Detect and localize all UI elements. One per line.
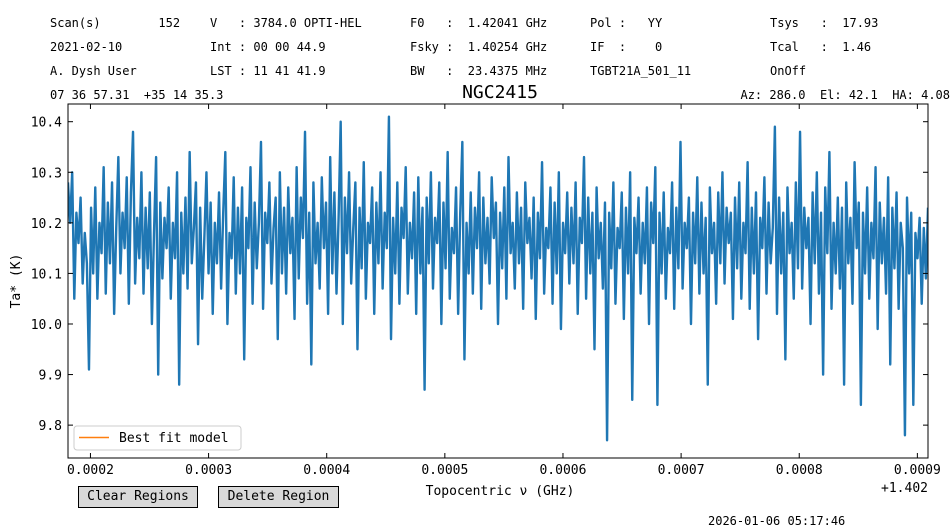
header-integration: Int : 00 00 44.9 xyxy=(210,40,326,54)
y-axis-label: Ta* (K) xyxy=(9,254,24,309)
y-tick-label-2: 10.0 xyxy=(31,318,62,333)
legend-box xyxy=(73,425,242,451)
header-coordinates: 07 36 57.31 +35 14 35.3 xyxy=(50,88,224,102)
chart-title: NGC2415 xyxy=(462,82,538,103)
delete-region-button[interactable]: Delete Region xyxy=(218,486,339,508)
y-tick-label-4: 10.2 xyxy=(31,217,62,232)
header-project: TGBT21A_501_11 xyxy=(590,64,692,78)
y-tick-label-3: 10.1 xyxy=(31,267,62,282)
y-tick-label-1: 9.9 xyxy=(39,369,62,384)
x-axis-label: Topocentric ν (GHz) xyxy=(426,484,575,499)
y-tick-label-6: 10.4 xyxy=(31,116,62,131)
x-tick-label-2: 0.0004 xyxy=(303,463,350,478)
header-velocity: V : 3784.0 OPTI-HEL xyxy=(210,16,362,30)
header-tsys: Tsys : 17.93 xyxy=(770,16,879,30)
header-sky-freq: Fsky : 1.40254 GHz xyxy=(410,40,548,54)
x-tick-label-7: 0.0009 xyxy=(894,463,941,478)
header-tcal: Tcal : 1.46 xyxy=(770,40,872,54)
header-azel: Az: 286.0 El: 42.1 HA: 4.08 xyxy=(740,88,950,102)
plot-frame xyxy=(67,103,929,459)
y-tick-label-0: 9.8 xyxy=(39,419,62,434)
header-observer: A. Dysh User xyxy=(50,64,137,78)
x-tick-label-5: 0.0007 xyxy=(658,463,705,478)
header-rest-freq: F0 : 1.42041 GHz xyxy=(410,16,548,30)
y-tick-label-5: 10.3 xyxy=(31,166,62,181)
header-scan: Scan(s) 152 xyxy=(50,16,181,30)
header-bandwidth: BW : 23.4375 MHz xyxy=(410,64,548,78)
header-polarization: Pol : YY xyxy=(590,16,663,30)
x-offset-label: +1.402 xyxy=(881,481,928,496)
legend-entry-fit: Best fit model xyxy=(119,431,229,446)
header-procedure: OnOff xyxy=(770,64,807,78)
x-tick-label-3: 0.0005 xyxy=(421,463,468,478)
header-date: 2021-02-10 xyxy=(50,40,123,54)
x-tick-label-0: 0.0002 xyxy=(67,463,114,478)
timestamp: 2026-01-06 05:17:46 xyxy=(708,514,846,528)
x-tick-label-1: 0.0003 xyxy=(185,463,232,478)
x-tick-label-6: 0.0008 xyxy=(776,463,823,478)
header-if: IF : 0 xyxy=(590,40,663,54)
header-lst: LST : 11 41 41.9 xyxy=(210,64,326,78)
clear-regions-button[interactable]: Clear Regions xyxy=(78,486,198,508)
x-tick-label-4: 0.0006 xyxy=(539,463,586,478)
series-line-0 xyxy=(68,115,928,442)
